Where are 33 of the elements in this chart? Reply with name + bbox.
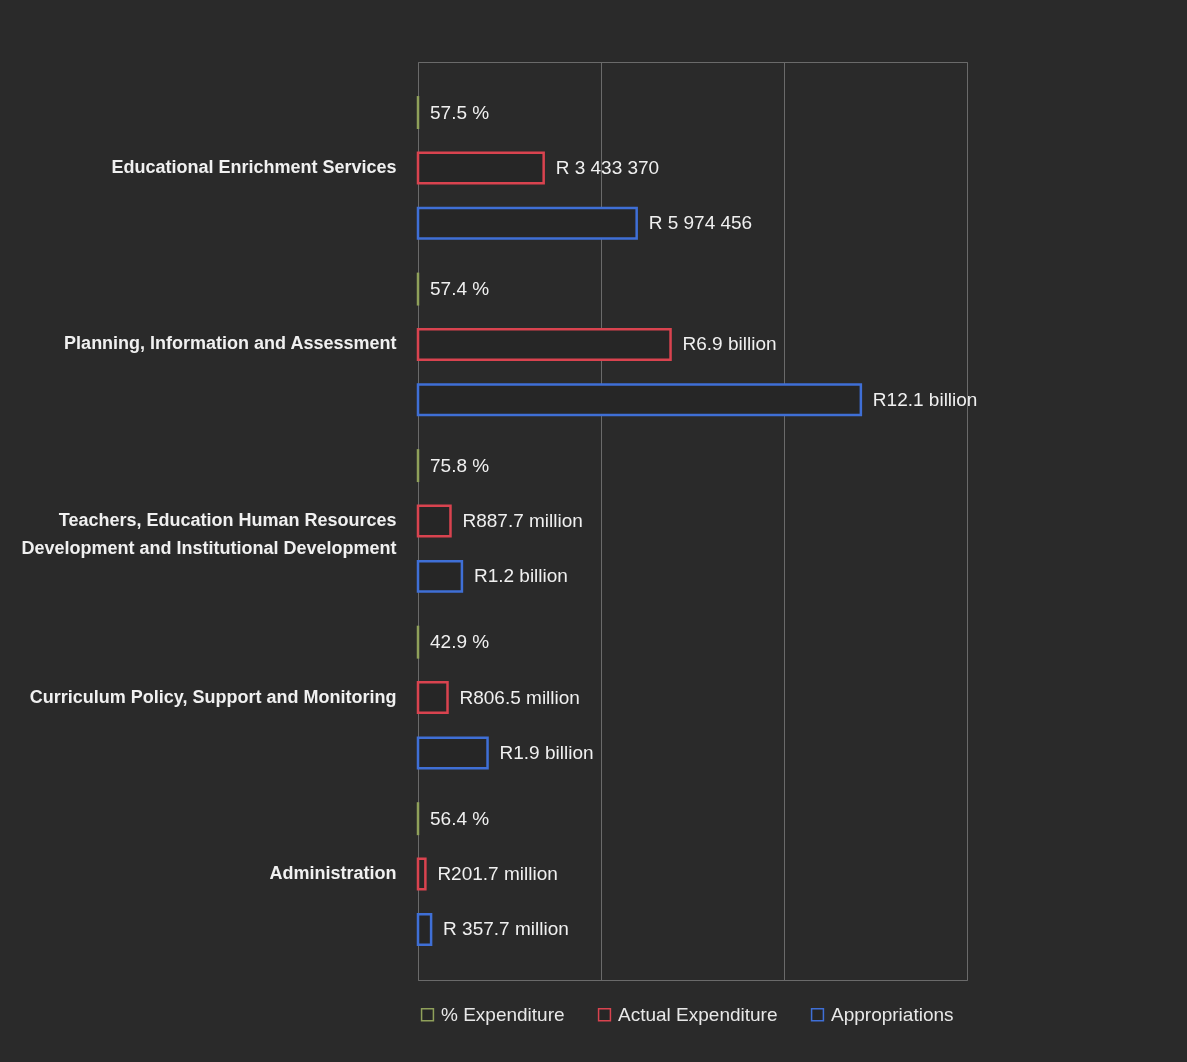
bar [416,383,863,417]
data-label: R12.1 billion [872,388,978,410]
data-label: 56.4 % [430,807,490,829]
data-label: 42.9 % [430,631,490,653]
data-label: 57.4 % [430,278,490,300]
data-label: R6.9 billion [682,333,777,355]
bar [416,327,672,361]
bar [416,736,489,770]
y-tick-label: Educational Enrichment Services [111,156,397,177]
bar [416,559,464,593]
data-label: R1.2 billion [473,565,568,587]
data-label: 57.5 % [430,101,490,123]
legend-label: Appropriations [831,1003,954,1025]
data-label: R1.9 billion [499,741,594,763]
bar [416,912,433,946]
bar [416,206,638,240]
bar [416,857,427,891]
y-tick-label: Administration [269,863,397,884]
data-label: R 5 974 456 [648,212,753,234]
y-tick-label: Teachers, Education Human Resources Development and Institutional Development [21,510,397,558]
bar [416,504,452,538]
data-label: R 3 433 370 [555,156,660,178]
bar [416,681,449,715]
legend-label: % Expenditure [441,1003,565,1025]
data-label: 75.8 % [430,454,490,476]
data-label: R 357.7 million [443,918,569,940]
data-label: R201.7 million [437,863,558,885]
data-label: R806.5 million [459,686,580,708]
data-label: R887.7 million [462,510,583,531]
legend-label: Actual Expenditure [618,1003,778,1025]
bar [416,151,545,185]
y-tick-label: Planning, Information and Assessment [64,333,397,354]
y-tick-label: Curriculum Policy, Support and Monitoring [29,686,397,707]
